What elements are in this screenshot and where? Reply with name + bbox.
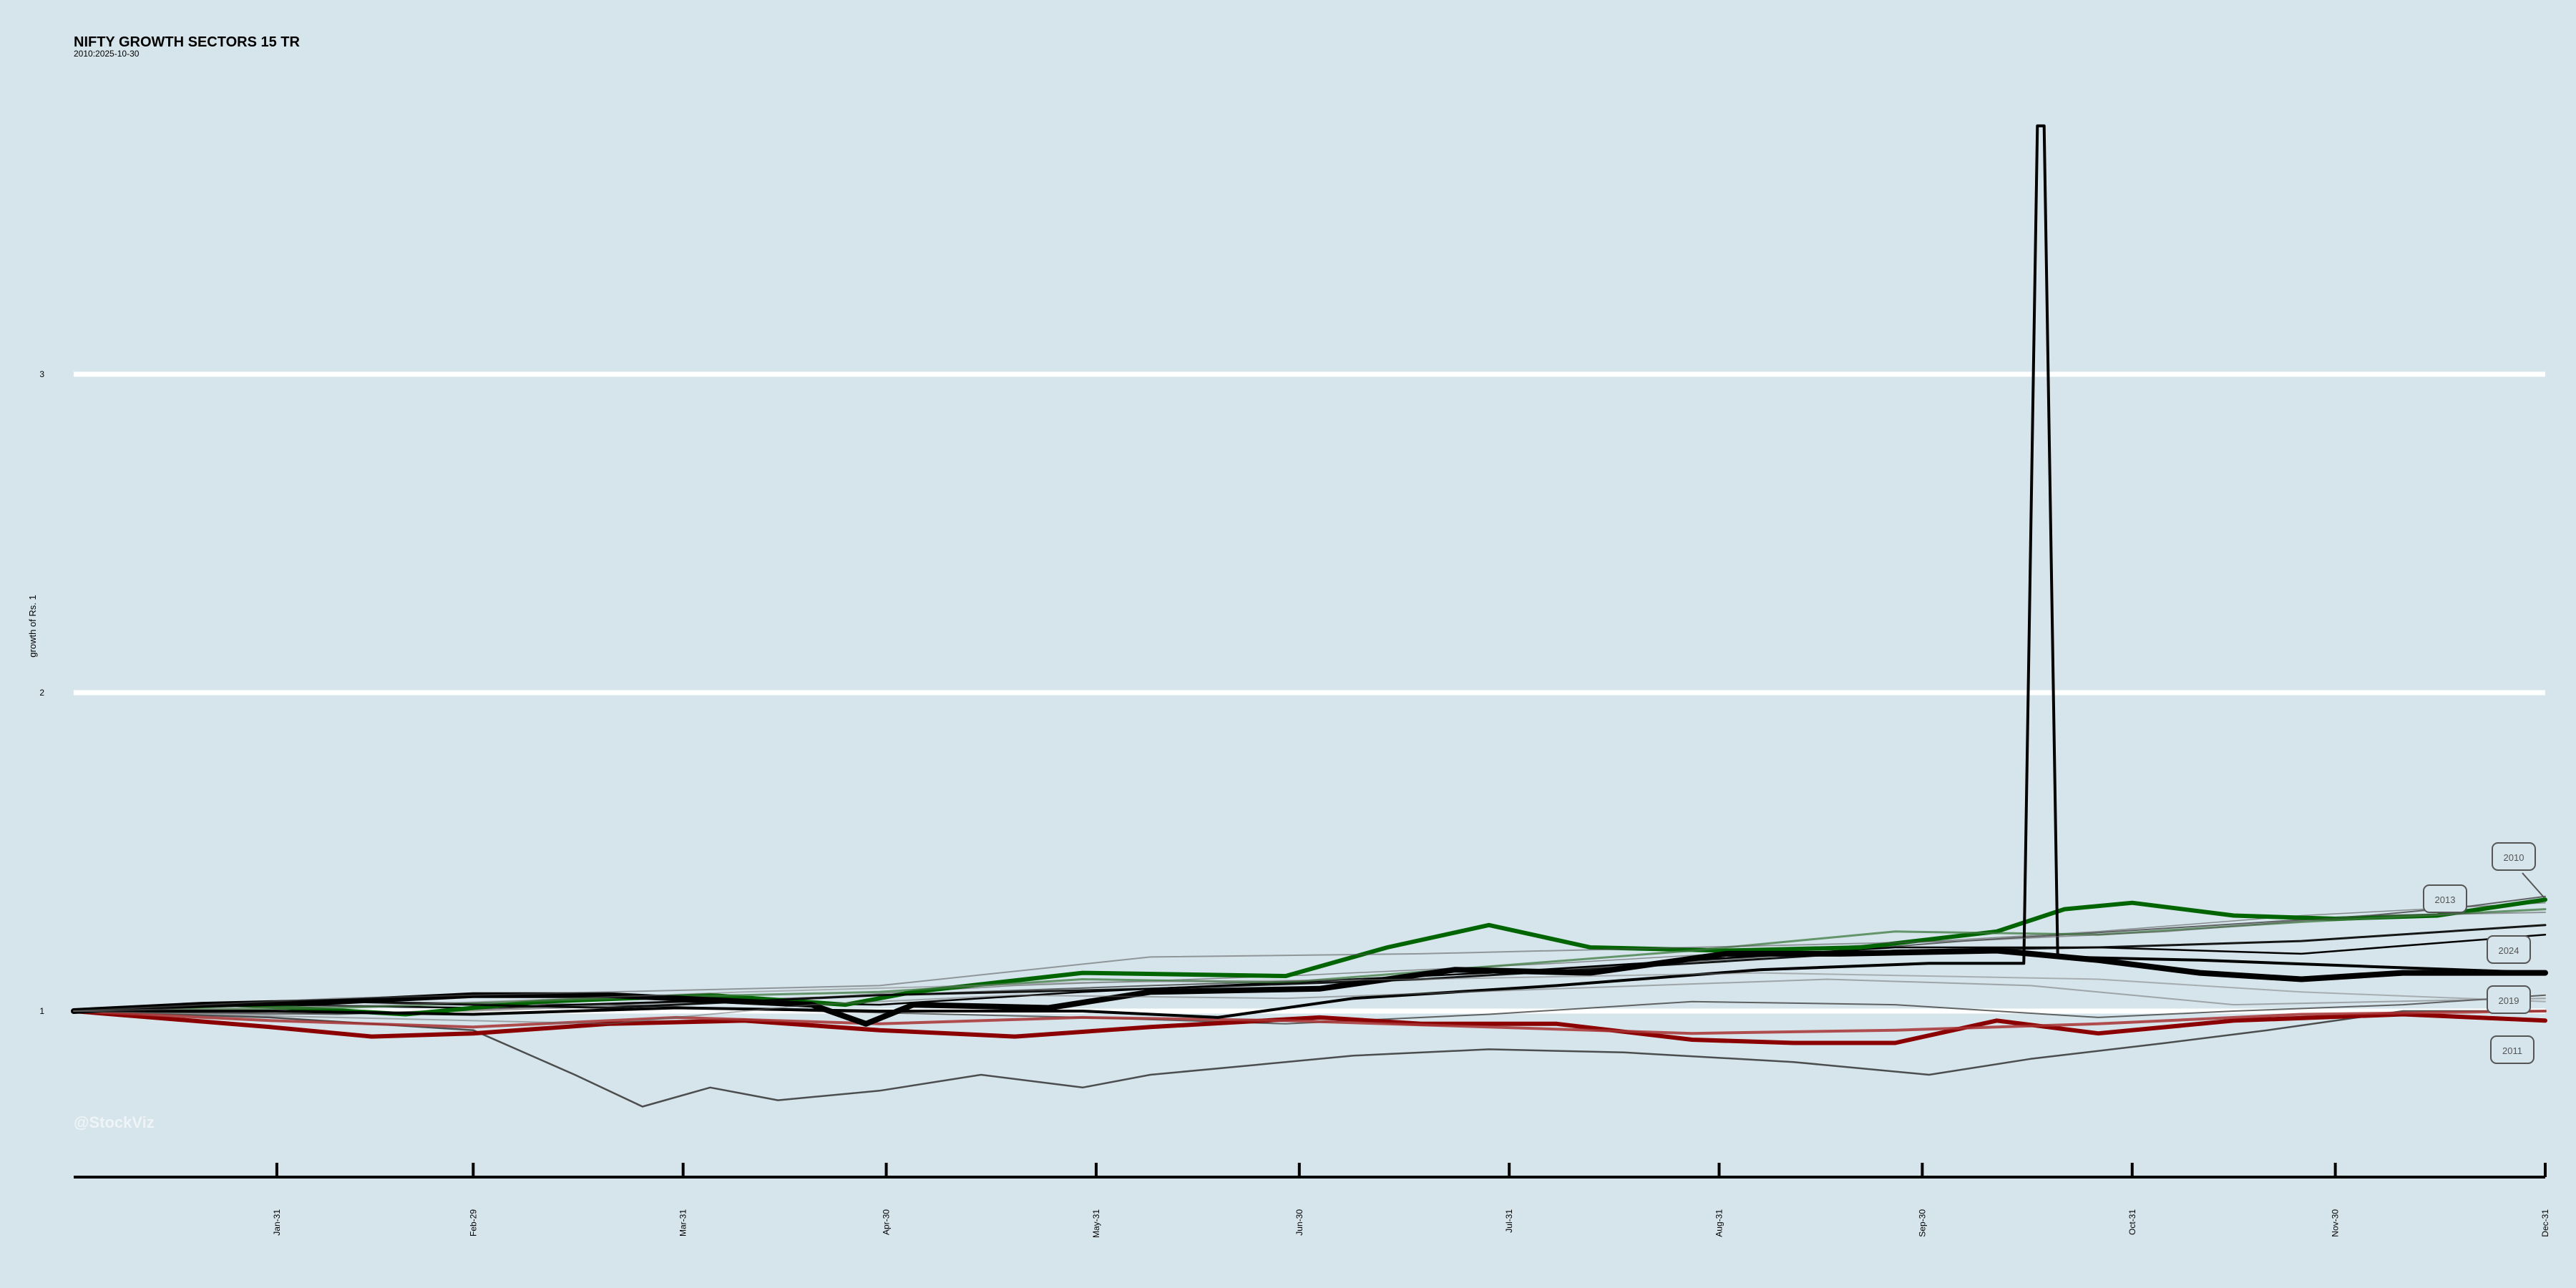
x-tick-label: Jul-31 xyxy=(1504,1209,1514,1233)
annotation-box xyxy=(2487,935,2531,964)
x-tick-label: Jun-30 xyxy=(1294,1209,1304,1236)
gridlines xyxy=(74,371,2545,1014)
series-line xyxy=(73,994,2546,1025)
x-tick-label: Oct-31 xyxy=(2127,1209,2137,1235)
annotation-label: 2011 xyxy=(2502,1045,2522,1056)
series-line xyxy=(73,972,2546,1012)
annotation-label: 2019 xyxy=(2499,995,2519,1006)
y-tick-label: 3 xyxy=(39,369,44,379)
x-tick-label: Mar-31 xyxy=(678,1209,688,1236)
x-tick-label: Aug-31 xyxy=(1714,1209,1724,1237)
y-tick-label: 2 xyxy=(39,688,44,698)
series-line xyxy=(73,912,2546,1012)
x-tick-label: Apr-30 xyxy=(882,1209,892,1235)
x-tick-label: Jan-31 xyxy=(272,1209,282,1236)
chart-subtitle: 2010:2025-10-30 xyxy=(74,49,140,59)
y-axis-label: growth of Rs. 1 xyxy=(27,595,38,657)
series-line xyxy=(72,1010,2547,1108)
chart-title: NIFTY GROWTH SECTORS 15 TR xyxy=(74,34,300,50)
x-tick-label: Feb-29 xyxy=(468,1209,478,1236)
series-lines xyxy=(71,124,2548,1108)
year-annotations: 2010 2013 2024 2019 2011 xyxy=(2423,842,2545,1064)
series-line xyxy=(72,124,2547,1019)
annotation-label: 2010 xyxy=(2504,852,2524,863)
annotation-box xyxy=(2487,985,2531,1014)
x-tick-label: May-31 xyxy=(1091,1209,1101,1238)
x-tick-label: Sep-30 xyxy=(1917,1209,1927,1237)
series-line xyxy=(72,1010,2547,1035)
y-axis: 1 2 3 xyxy=(39,369,44,1016)
annotation-leader xyxy=(2522,872,2545,899)
annotation-label: 2013 xyxy=(2435,894,2456,905)
series-line xyxy=(72,1009,2547,1045)
x-tick-label: Nov-30 xyxy=(2331,1209,2341,1237)
x-tick-label: Dec-31 xyxy=(2540,1209,2550,1237)
annotation-label: 2024 xyxy=(2499,945,2519,956)
series-line xyxy=(73,978,2546,1025)
watermark: @StockViz xyxy=(74,1113,155,1131)
x-axis: Jan-31 Feb-29 Mar-31 Apr-30 May-31 Jun-30 Jul-… xyxy=(74,1163,2550,1238)
annotation-box xyxy=(2490,1035,2534,1064)
series-line xyxy=(71,947,2548,1027)
annotation-box xyxy=(2492,842,2536,871)
y-tick-label: 1 xyxy=(39,1006,44,1016)
annotation-box xyxy=(2423,884,2467,913)
